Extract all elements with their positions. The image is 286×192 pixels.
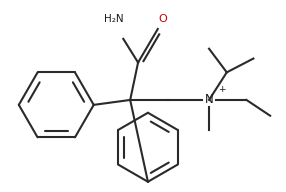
Text: +: + bbox=[218, 85, 226, 94]
Text: N: N bbox=[205, 94, 213, 106]
Text: O: O bbox=[158, 14, 167, 24]
Text: H₂N: H₂N bbox=[104, 14, 123, 24]
